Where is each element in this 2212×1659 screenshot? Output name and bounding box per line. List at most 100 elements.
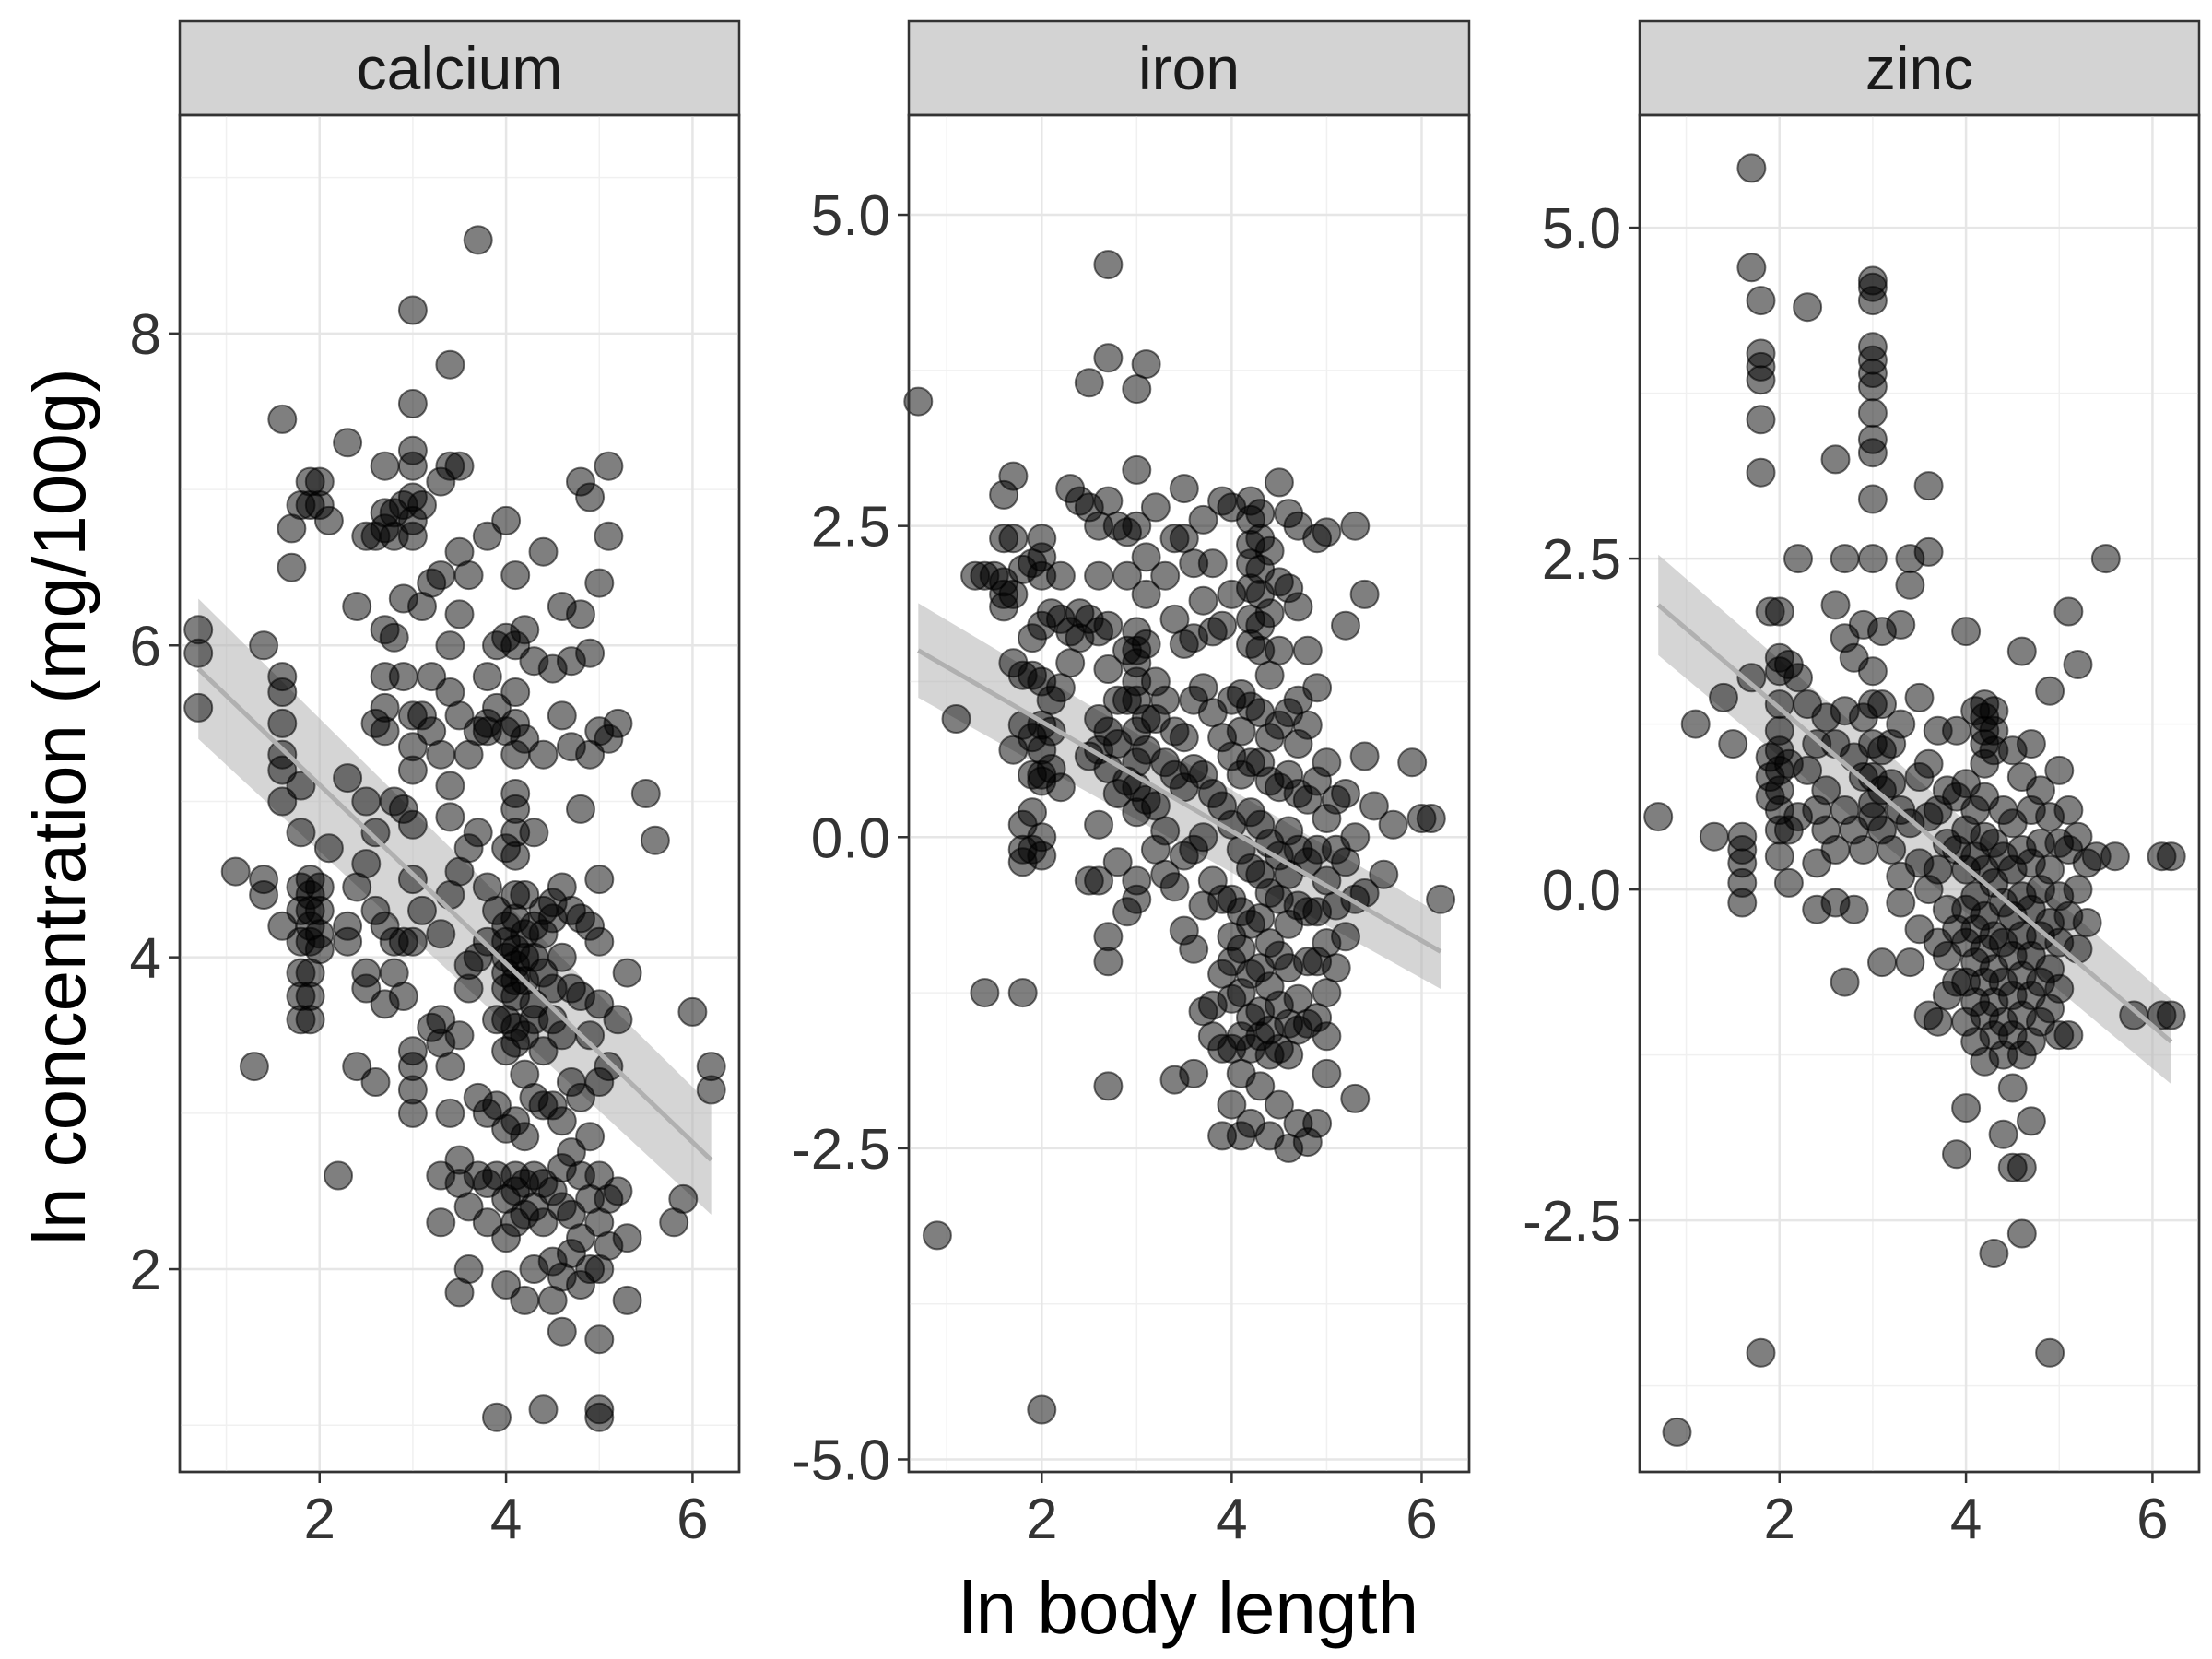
data-point <box>1680 709 1711 739</box>
y-tick-label: 8 <box>130 303 161 367</box>
data-point <box>500 560 531 591</box>
data-point <box>313 833 344 864</box>
y-tick-label: 0.0 <box>811 806 890 870</box>
data-point <box>333 763 363 794</box>
data-point <box>379 622 409 653</box>
data-point <box>2090 544 2121 574</box>
data-point <box>1811 775 1841 806</box>
data-point <box>1331 610 1360 641</box>
data-point <box>575 482 606 512</box>
data-point <box>183 692 214 723</box>
data-point <box>575 1020 606 1051</box>
data-point <box>1027 841 1057 871</box>
data-point <box>351 786 382 817</box>
data-point <box>1169 723 1199 753</box>
data-point <box>482 1402 512 1432</box>
data-point <box>1783 663 1813 693</box>
y-tick-label: 2.5 <box>1542 528 1621 592</box>
data-point <box>1830 544 1860 574</box>
panel-border <box>1638 113 2201 1474</box>
data-point <box>267 404 298 434</box>
data-point <box>519 818 549 848</box>
data-point <box>2035 854 2065 885</box>
data-point <box>1264 635 1294 665</box>
data-point <box>407 490 437 520</box>
data-point <box>2053 795 2084 825</box>
data-point <box>696 1075 726 1105</box>
data-point <box>2072 908 2102 937</box>
data-point <box>575 638 606 668</box>
data-point <box>1312 978 1342 1008</box>
data-point <box>1904 682 1935 712</box>
data-point <box>594 521 624 551</box>
y-tick-label: 5.0 <box>811 184 890 248</box>
data-point <box>1867 947 1897 978</box>
data-point <box>594 451 624 481</box>
data-point <box>444 1020 475 1051</box>
data-point <box>2035 1337 2065 1368</box>
data-point <box>472 662 502 692</box>
data-point <box>276 552 307 582</box>
data-point <box>1857 398 1888 429</box>
data-point <box>1188 585 1218 616</box>
data-point <box>998 461 1029 491</box>
data-point <box>1131 579 1161 609</box>
data-point <box>1886 609 1916 640</box>
data-point <box>2053 1020 2084 1051</box>
data-point <box>1093 610 1124 641</box>
data-point <box>1359 791 1389 821</box>
regression-line <box>196 666 713 1162</box>
data-point <box>1340 822 1371 853</box>
data-point <box>500 841 531 871</box>
data-point <box>2100 841 2130 872</box>
data-point <box>351 849 382 879</box>
data-point <box>528 536 559 567</box>
data-point <box>426 919 456 949</box>
data-point <box>1793 292 1823 323</box>
data-point <box>1857 438 1888 468</box>
data-point <box>2006 636 2037 666</box>
x-axis-title: ln body length <box>959 1567 1418 1649</box>
data-point <box>183 638 214 668</box>
data-point <box>397 389 428 418</box>
data-point <box>584 865 615 895</box>
data-point <box>388 982 418 1011</box>
data-point <box>1857 286 1888 316</box>
data-point <box>1746 365 1776 395</box>
panel-border <box>178 113 741 1474</box>
data-point <box>1093 1071 1124 1101</box>
data-point <box>1188 822 1218 853</box>
data-point <box>249 630 279 661</box>
data-point <box>1122 374 1152 405</box>
data-point <box>1820 590 1851 620</box>
data-point <box>1699 821 1729 852</box>
data-point <box>922 1220 952 1251</box>
data-point <box>435 1052 465 1082</box>
x-tick-label: 6 <box>677 1488 708 1551</box>
data-point <box>510 615 540 645</box>
data-point <box>1055 648 1086 678</box>
data-point <box>1913 748 1944 779</box>
data-point <box>407 895 437 925</box>
data-point <box>528 1394 559 1425</box>
data-point <box>1867 689 1897 720</box>
x-tick-label: 4 <box>1950 1488 1982 1551</box>
data-point <box>1662 1417 1692 1447</box>
data-point <box>630 779 661 808</box>
x-tick-label: 2 <box>1764 1488 1795 1551</box>
data-point <box>1913 471 1944 501</box>
data-point <box>2016 1106 2046 1136</box>
data-point <box>1093 654 1124 684</box>
data-point <box>1942 1139 1971 1170</box>
data-point <box>435 349 465 380</box>
data-point <box>435 1098 465 1128</box>
data-point <box>453 1254 484 1284</box>
data-point <box>1746 405 1776 435</box>
data-point <box>388 662 418 692</box>
x-tick-label: 4 <box>490 1488 522 1551</box>
data-point <box>444 599 475 629</box>
data-point <box>1746 457 1776 488</box>
data-point <box>370 451 400 481</box>
data-point <box>1877 769 1907 799</box>
data-point <box>1997 1073 2028 1103</box>
